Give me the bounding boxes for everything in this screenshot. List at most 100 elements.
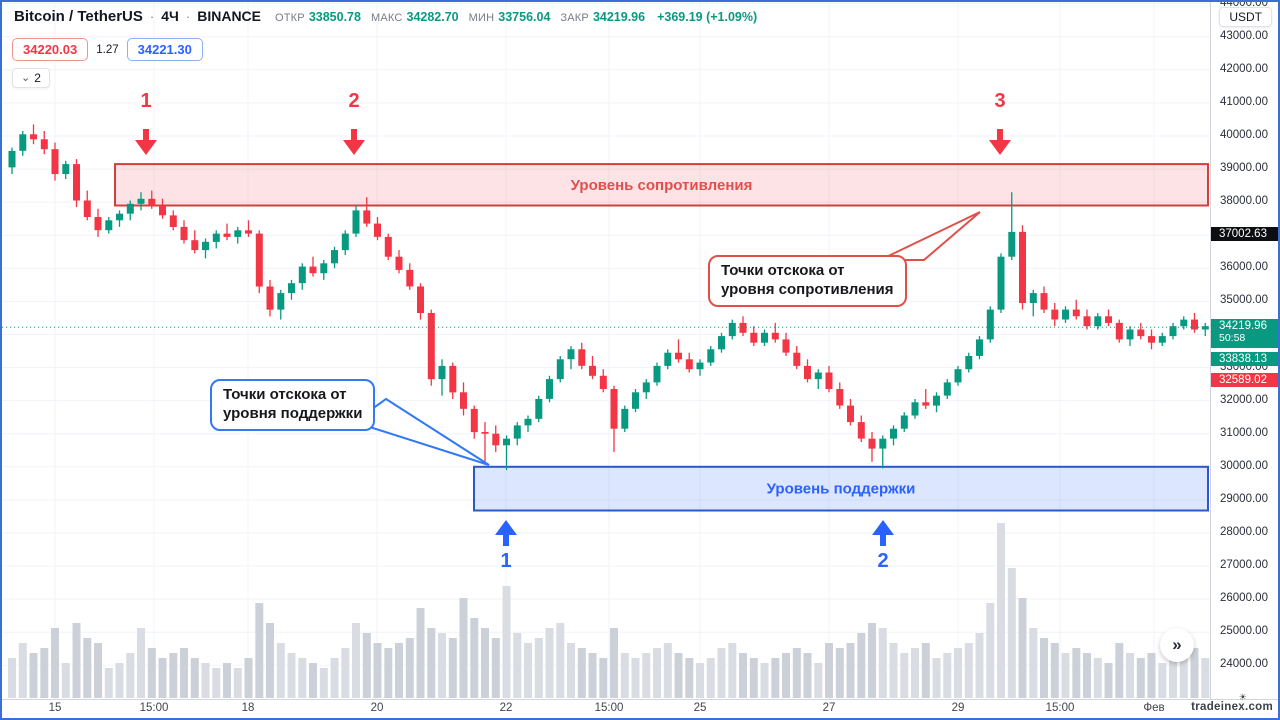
volume-bar (1083, 653, 1091, 698)
scroll-right-button[interactable]: » (1160, 628, 1194, 662)
support-zone[interactable] (473, 465, 1209, 512)
resistance-touch-arrow-down-icon[interactable] (343, 129, 365, 155)
volume-bar (674, 653, 683, 698)
volume-bar (1040, 638, 1048, 698)
chart-plot-area[interactable]: Уровень сопротивления Уровень поддержки (2, 2, 1210, 699)
candle-body (331, 250, 338, 264)
candle-body (1029, 293, 1037, 303)
collapse-indicators-button[interactable]: ⌄ 2 (12, 68, 50, 88)
bar-countdown: 50:58 (1219, 332, 1246, 345)
candle-body (642, 382, 650, 393)
time-label: 15:00 (594, 702, 624, 714)
volume-bar (362, 633, 371, 698)
volume-bar (599, 658, 608, 698)
volume-bar (1136, 658, 1145, 698)
volume-bar (1007, 568, 1016, 698)
candle-body (492, 433, 500, 446)
volume-bar (771, 658, 780, 698)
candle-body (30, 134, 37, 140)
price-tick: 26000.00 (1220, 592, 1268, 605)
volume-bar (158, 658, 167, 698)
open-label: ОТКР (275, 12, 305, 24)
volume-bar (513, 633, 522, 698)
support-callout[interactable]: Точки отскока от уровня поддержки (210, 379, 376, 431)
candle-body (825, 372, 833, 389)
volume-bar (1179, 653, 1188, 698)
candle-body (1201, 326, 1209, 330)
candle-body (1051, 309, 1059, 320)
volume-bar (427, 628, 436, 698)
exchange-label[interactable]: BINANCE (197, 8, 261, 24)
volume-bar (51, 628, 59, 698)
sell-price-button[interactable]: 34220.03 (12, 38, 89, 61)
volume-bar (868, 623, 876, 698)
candle-body (653, 365, 661, 383)
time-label: 20 (370, 702, 384, 714)
currency-unit-button[interactable]: USDT (1219, 7, 1272, 27)
volume-bar (94, 643, 102, 698)
volume-bar (792, 648, 801, 698)
resistance-touch-number: 3 (994, 90, 1006, 112)
support-touch-arrow-up-icon[interactable] (872, 520, 894, 546)
volume-bar (1147, 653, 1156, 698)
resistance-touch-number: 1 (140, 90, 152, 112)
time-label: Фев (1143, 702, 1165, 714)
volume-bar (309, 663, 317, 698)
high-value: 34282.70 (406, 10, 459, 24)
candle-body (868, 438, 876, 449)
candle-body (395, 256, 403, 270)
volume-bar (964, 643, 973, 698)
time-axis[interactable]: 15 15:00 18 20 22 15:00 25 27 29 15:00 Фев (2, 699, 1278, 718)
candle-body (1180, 319, 1188, 327)
volume-bar (878, 628, 887, 698)
buy-price-button[interactable]: 34221.30 (126, 38, 203, 61)
candle-body (814, 372, 822, 380)
volume-bar (298, 658, 307, 698)
candle-body (1008, 231, 1016, 257)
candle-body (384, 236, 392, 257)
resistance-touch-arrow-down-icon[interactable] (135, 129, 157, 155)
volume-bar (825, 643, 833, 698)
volume-bar (276, 643, 285, 698)
candle-body (298, 266, 306, 284)
candle-body (621, 408, 629, 429)
symbol-name[interactable]: Bitcoin / TetherUS (14, 8, 143, 25)
open-value: 33850.78 (308, 10, 361, 24)
volume-bar (147, 648, 156, 698)
volume-bar (373, 643, 382, 698)
candle-body (341, 233, 349, 251)
candle-body (460, 392, 467, 409)
volume-bar (567, 643, 575, 698)
volume-bar (330, 658, 339, 698)
candle-body (169, 215, 177, 227)
symbol-header: Bitcoin / TetherUS · 4Ч · BINANCE ОТКР 3… (14, 8, 757, 25)
volume-bar (233, 668, 242, 698)
candle-body (40, 139, 48, 150)
candle-body (94, 217, 102, 231)
candle-body (320, 263, 328, 274)
close-label: ЗАКР (560, 12, 589, 24)
volume-bar (83, 638, 92, 698)
support-callout-line1: Точки отскока от (223, 386, 347, 403)
interval-label[interactable]: 4Ч (161, 8, 179, 24)
resistance-touch-arrow-down-icon[interactable] (989, 129, 1011, 155)
volume-bar (642, 653, 651, 698)
price-tick: 28000.00 (1220, 525, 1268, 538)
volume-bar (384, 648, 393, 698)
resistance-callout[interactable]: Точки отскока от уровня сопротивления (708, 255, 907, 307)
candle-body (1072, 309, 1080, 317)
support-touch-arrow-up-icon[interactable] (495, 520, 517, 546)
resistance-callout-line1: Точки отскока от (721, 262, 845, 279)
candle-body (707, 349, 715, 363)
volume-bar (588, 653, 597, 698)
resistance-zone[interactable] (114, 163, 1209, 207)
volume-bar (115, 663, 124, 698)
ohlc-values: ОТКР 33850.78 МАКС 34282.70 МИН 33756.04… (275, 10, 651, 24)
price-scale[interactable]: 24000.00 25000.00 26000.00 27000.00 28000.00… (1210, 2, 1278, 699)
candle-body (900, 415, 908, 429)
candle-body (997, 256, 1005, 310)
volume-bar (739, 653, 747, 698)
candle-body (804, 365, 811, 380)
volume-bar (577, 648, 586, 698)
